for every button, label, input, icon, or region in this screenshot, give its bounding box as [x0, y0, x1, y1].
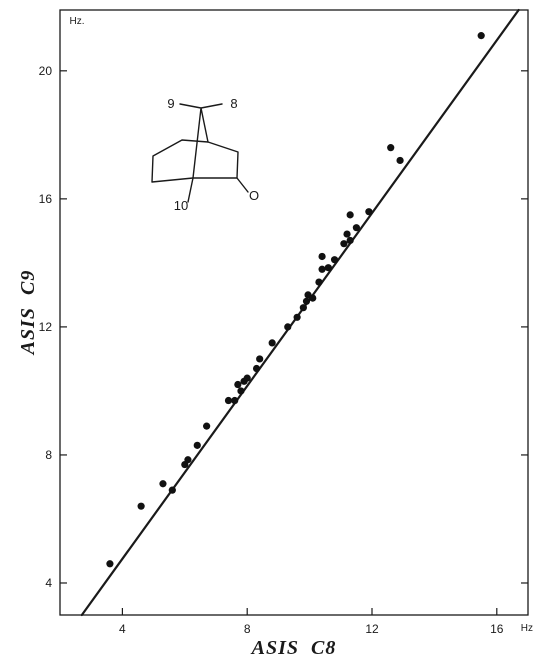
- axis-tick-labels: 4 8 12 16 4 8 12 16 20: [39, 64, 504, 636]
- y-unit-label: Hz.: [70, 16, 85, 27]
- atom-label-8: 8: [230, 96, 237, 111]
- data-point-15: [256, 355, 264, 363]
- x-tick-label: 4: [119, 622, 126, 636]
- data-point-9: [231, 396, 239, 405]
- data-point-25: [318, 252, 326, 261]
- data-point-16: [268, 339, 276, 347]
- data-point-27: [330, 256, 339, 264]
- data-point-11: [237, 387, 245, 395]
- y-tick-label: 12: [39, 320, 53, 334]
- x-axis-title: ASIS C8: [250, 637, 337, 659]
- data-point-5: [184, 456, 192, 464]
- molecule-structure: [151, 103, 249, 203]
- data-point-24: [318, 265, 326, 273]
- data-point-2: [159, 480, 167, 488]
- atom-label-9: 9: [167, 96, 174, 111]
- data-point-30: [346, 236, 354, 245]
- y-tick-label: 4: [45, 576, 52, 590]
- y-tick-label: 8: [45, 448, 52, 462]
- carbonyl-bond: [236, 177, 249, 193]
- plot-frame: [59, 9, 529, 616]
- data-point-3: [168, 486, 176, 494]
- data-points: [106, 32, 485, 568]
- data-point-23: [315, 278, 323, 286]
- data-point-7: [203, 422, 211, 430]
- data-point-35: [396, 156, 404, 165]
- data-point-34: [387, 144, 395, 152]
- data-point-28: [340, 240, 348, 248]
- c10-methyl-bond: [187, 177, 194, 203]
- data-point-32: [352, 224, 360, 232]
- data-point-22: [309, 294, 317, 302]
- atom-label-10: 10: [174, 198, 188, 213]
- bridge-methyl-bonds: [179, 103, 223, 179]
- data-point-1: [137, 502, 145, 510]
- x-tick-label: 8: [244, 622, 251, 636]
- atom-label-oxygen: O: [249, 188, 259, 203]
- ring-bonds: [151, 139, 239, 183]
- data-point-6: [193, 441, 201, 449]
- data-point-20: [302, 297, 311, 305]
- data-point-17: [284, 323, 292, 331]
- x-unit-label: Hz: [521, 623, 533, 634]
- data-point-33: [365, 208, 373, 216]
- data-point-8: [224, 396, 233, 405]
- data-point-14: [252, 364, 261, 373]
- axis-ticks: [60, 70, 528, 615]
- data-point-26: [324, 264, 332, 272]
- data-point-31: [346, 211, 354, 219]
- y-tick-label: 16: [39, 192, 53, 206]
- data-point-36: [477, 32, 485, 40]
- data-point-29: [343, 230, 351, 238]
- y-tick-label: 20: [39, 64, 53, 78]
- data-point-18: [293, 313, 301, 321]
- data-point-0: [106, 560, 114, 568]
- data-point-13: [243, 374, 251, 382]
- data-point-19: [299, 304, 307, 312]
- data-point-10: [234, 380, 242, 389]
- y-axis-title: ASIS C9: [17, 270, 39, 357]
- x-tick-label: 12: [365, 622, 379, 636]
- regression-line: [80, 8, 520, 617]
- x-tick-label: 16: [490, 622, 504, 636]
